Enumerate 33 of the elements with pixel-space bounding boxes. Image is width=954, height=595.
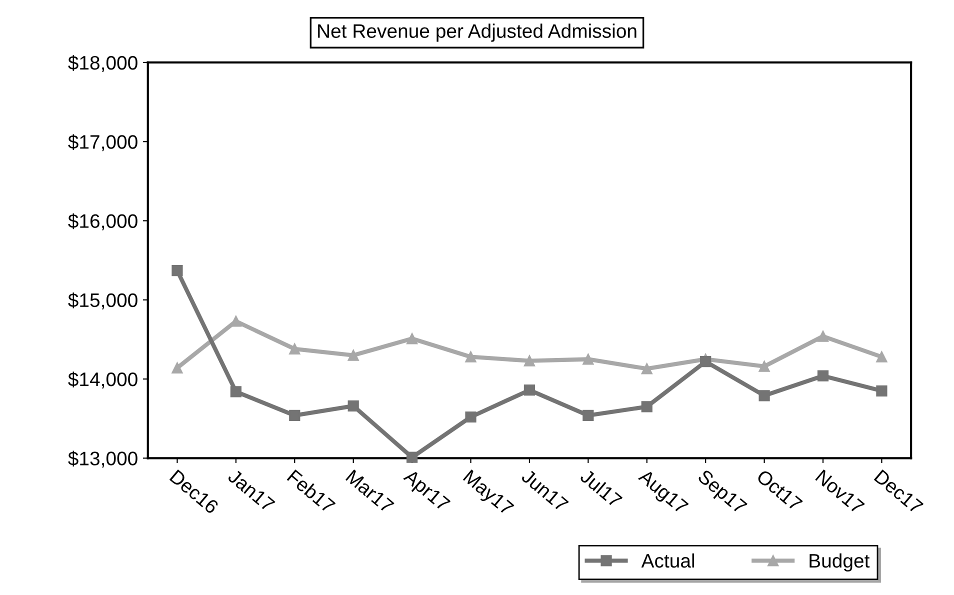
point [524,355,536,366]
point [758,390,770,402]
point [700,356,712,368]
point [524,384,536,396]
point [289,343,300,354]
point [172,362,183,374]
point [758,360,770,372]
y-tick-label: $18,000 [68,55,138,72]
point [582,410,594,421]
y-tick-label: $14,000 [68,372,138,389]
point [348,350,359,361]
point [876,385,888,396]
point [582,354,594,365]
y-tick-label: $13,000 [68,450,138,468]
y-tick-label: $16,000 [68,213,138,230]
point [406,333,418,344]
point [289,410,300,421]
point [876,351,888,362]
point [641,363,652,374]
point [348,400,359,412]
point [230,386,242,398]
point [465,411,476,423]
point [406,452,418,463]
point [817,330,829,342]
point [817,370,829,382]
legend-label: Actual [641,553,694,568]
chart-title: Net Revenue per Adjusted Admission [318,24,636,42]
y-tick-label: $15,000 [68,292,138,310]
point [465,351,476,362]
legend-label: Budget [810,553,870,572]
y-tick-label: $17,000 [68,134,138,152]
point [172,265,183,276]
point [641,401,652,412]
